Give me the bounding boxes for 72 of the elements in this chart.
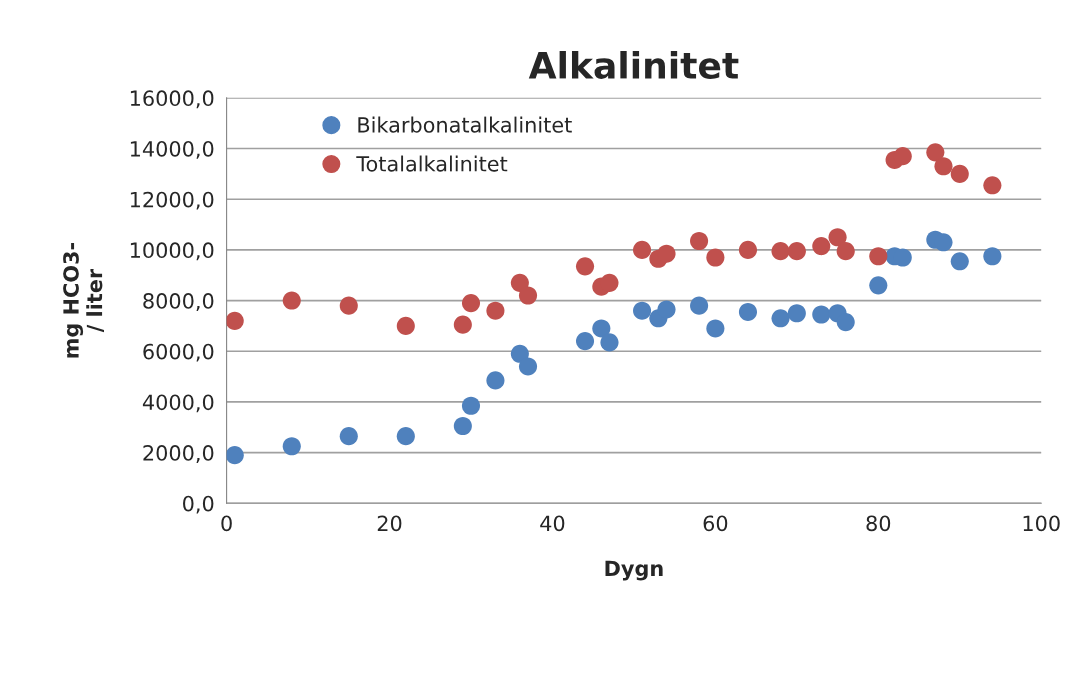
point [706, 248, 725, 267]
point [934, 233, 953, 252]
point [339, 296, 358, 315]
point [600, 273, 619, 292]
point [950, 252, 969, 271]
point [983, 176, 1002, 195]
y-tick-label: 2000,0 [143, 445, 214, 463]
point [575, 332, 595, 351]
point [453, 315, 472, 334]
point [893, 147, 912, 166]
point [226, 311, 244, 330]
point [282, 437, 301, 456]
point [657, 244, 676, 263]
point [510, 273, 529, 292]
legend-label: Bikarbonatalkalinitet [358, 116, 572, 133]
point [926, 143, 945, 162]
point [690, 296, 709, 315]
point [812, 237, 831, 256]
point [518, 286, 538, 305]
point [600, 333, 619, 352]
point [934, 157, 953, 176]
point [453, 416, 472, 436]
y-tick-label: 8000,0 [143, 293, 214, 311]
x-tick-label: 20 [377, 515, 402, 532]
point [836, 242, 855, 261]
chart-title: Alkalinitet [528, 50, 739, 79]
point [592, 319, 611, 338]
y-tick-label: 12000,0 [130, 191, 214, 210]
point [396, 316, 415, 335]
x-tick-label: 100 [1023, 515, 1060, 532]
x-tick-label: 60 [703, 515, 728, 532]
point [869, 247, 888, 266]
point [738, 302, 758, 322]
y-tick-label: 6000,0 [143, 343, 214, 362]
point [510, 344, 529, 363]
legend-label: Totalalkalinitet [356, 155, 508, 172]
point [461, 396, 481, 415]
point [771, 242, 790, 261]
y-tick-label: 16000,0 [130, 90, 214, 109]
y-axis-title: mg HCO3- / liter [63, 242, 105, 358]
point [787, 242, 806, 261]
y-tick-label: 0,0 [183, 495, 214, 514]
point [486, 301, 505, 320]
y-tick-label: 4000,0 [142, 394, 214, 413]
point [657, 300, 676, 319]
point [869, 276, 888, 295]
point [226, 446, 244, 465]
point [812, 305, 831, 324]
point [787, 304, 806, 323]
point [486, 371, 505, 390]
y-tick-label: 10000,0 [130, 242, 214, 261]
x-axis-title: Dygn [605, 560, 663, 581]
point [706, 319, 725, 338]
point [836, 313, 855, 332]
y-tick-label: 14000,0 [130, 140, 214, 159]
point [950, 164, 969, 183]
point [396, 427, 415, 446]
x-tick-label: 0 [221, 515, 232, 532]
point [575, 257, 595, 276]
point [633, 301, 652, 320]
x-tick-label: 80 [866, 515, 891, 532]
x-tick-label: 40 [540, 515, 565, 532]
point [771, 309, 790, 328]
point [282, 291, 301, 310]
point [828, 228, 847, 247]
point [983, 247, 1002, 266]
point [738, 240, 758, 259]
point [690, 231, 709, 251]
point [633, 240, 652, 259]
point [461, 294, 481, 313]
point [518, 357, 538, 376]
point [339, 427, 358, 446]
